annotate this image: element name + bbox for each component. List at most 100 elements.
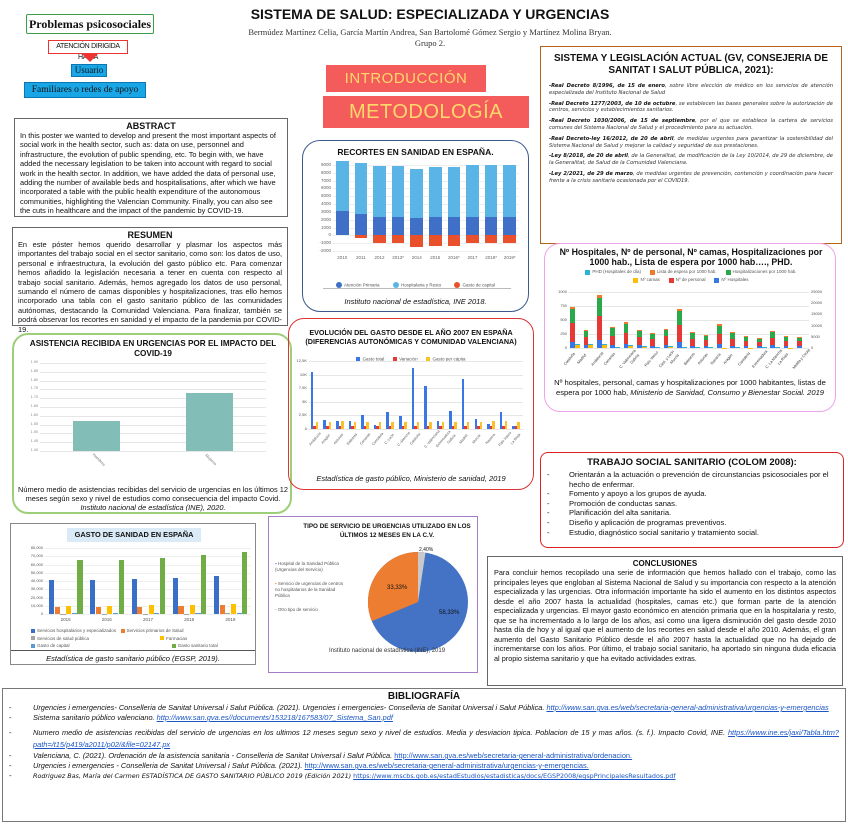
chart-bar <box>775 346 780 348</box>
pie-label: 58,33% <box>439 610 460 616</box>
chart-bar <box>730 338 736 346</box>
hospitals-legend: PHD (Hospitales de día) Lista de espera … <box>555 268 827 284</box>
chart-bar <box>361 414 364 429</box>
y-tick: 10,000 <box>30 602 43 608</box>
y-tick: 6000 <box>320 185 331 191</box>
covid-caption: Número medio de asistencias recibidas de… <box>18 485 288 512</box>
reference-link[interactable]: http://www.san.gva.es/web/secretaria-gen… <box>394 751 633 760</box>
chart-bar <box>677 311 682 325</box>
chart-bar <box>743 346 749 348</box>
chart-bar <box>428 167 442 218</box>
chart-bar <box>663 329 669 337</box>
gridline <box>333 164 519 166</box>
x-tick: Baleares <box>683 351 697 367</box>
x-tick: Navarra <box>709 352 722 366</box>
chart-bar <box>95 606 102 614</box>
resumen-box: RESUMEN En este póster hemos querido des… <box>12 227 288 334</box>
chart-bar <box>623 344 629 348</box>
chart-bar <box>610 327 616 329</box>
chart-bar <box>703 335 709 340</box>
reference-link[interactable]: https://www.ine.es/jaxi/Tabla.htm?path=/… <box>33 728 839 749</box>
chart-bar <box>386 411 389 429</box>
chart-bar <box>477 426 480 429</box>
chart-bar <box>172 577 178 614</box>
chart-bar <box>783 340 789 347</box>
legislation-item: -Real Decreto 1030/2006, de 15 de septie… <box>549 118 833 131</box>
chart-bar <box>71 612 77 614</box>
gridline <box>569 348 809 349</box>
legislation-box: SISTEMA Y LEGISLACIÓN ACTUAL (GV, CONSEJ… <box>540 46 842 244</box>
list-item: - Planificación del alta sanitaria. <box>547 508 672 518</box>
chart-bar <box>597 295 602 298</box>
list-item: - Orientarán a la actuación o prevención … <box>547 470 829 489</box>
chart-bar <box>107 605 113 614</box>
chart-bar <box>717 325 722 334</box>
chart-bar <box>242 552 248 614</box>
x-tick: 2017 <box>142 617 153 622</box>
bibliography-item: - Urgencies i emergencies- Conselleria de… <box>9 703 829 712</box>
chart-bar <box>154 612 160 614</box>
chart-bar <box>410 235 424 248</box>
chart-bar <box>484 235 498 244</box>
chart-bar <box>219 604 225 614</box>
chart-bar <box>185 392 234 451</box>
chart-bar <box>610 335 616 345</box>
y-tick: 1.85 <box>30 368 38 373</box>
list-item: - Fomento y apoyo a los grupos de ayuda. <box>547 489 707 499</box>
resumen-title: RESUMEN <box>127 230 173 240</box>
chart-bar <box>230 604 237 614</box>
gridline <box>333 172 519 174</box>
chart-bar <box>637 329 642 331</box>
chart-bar <box>583 330 589 337</box>
reference-link[interactable]: http://www.san.gva.es/web/secretaria-gen… <box>304 761 589 770</box>
chart-bar <box>436 421 440 429</box>
pie-chart-card: TIPO DE SERVICIO DE URGENCIAS UTILIZADO … <box>268 516 478 673</box>
x-tick: Asturias <box>696 352 709 366</box>
x-tick: Cantabria <box>371 431 385 447</box>
y-tick: 1.70 <box>30 395 38 400</box>
y-tick: 40,000 <box>30 578 43 583</box>
chart-bar <box>502 426 505 429</box>
gridline <box>569 320 809 321</box>
chart-bar <box>717 344 722 348</box>
chart-bar <box>479 421 483 429</box>
pie-legend: ▪ Hospital de la Sanidad Pública (Urgenc… <box>275 561 344 612</box>
legislation-item: -Ley 2/2021, de 29 de marzo, de medidas … <box>549 170 834 184</box>
evolution-plot: 12,5K 10K 7,5K 5K 2,5K 0 Andalucía Aragón Asturi… <box>295 358 527 449</box>
chart-bar <box>730 333 736 339</box>
problems-banner: Problemas psicosociales <box>26 14 154 34</box>
chart-bar <box>424 386 427 429</box>
chart-bar <box>730 332 736 334</box>
reference-link[interactable]: http://www.san.gva.es//documents/153218/… <box>156 713 393 722</box>
chart-bar <box>757 346 762 348</box>
reference-link[interactable]: https://www.mscbs.gob.es/estadEstudios/e… <box>353 772 676 780</box>
y-tick: 0 <box>40 611 43 616</box>
legend-square-icon <box>725 269 731 275</box>
gridline <box>40 451 266 452</box>
chart-bar <box>466 421 470 429</box>
chart-bar <box>504 420 508 429</box>
x-tick: Aragón <box>722 353 734 365</box>
y-tick: 5K <box>302 398 307 404</box>
reference-link[interactable]: http://www.san.gva.es/web/secretaria-gen… <box>546 703 829 712</box>
chart-bar <box>335 211 349 236</box>
gridline <box>309 374 523 376</box>
chart-bar <box>388 426 392 429</box>
abstract-title: ABSTRACT <box>126 121 176 131</box>
chart-bar <box>650 339 656 346</box>
chart-bar <box>703 334 709 336</box>
bibliography-item: - Urgencies i emergencies - Conselleria d… <box>9 761 589 770</box>
y-tick: 1.40 <box>30 448 38 452</box>
gridline <box>333 204 519 206</box>
chart-bar <box>336 421 339 429</box>
pie-chart-title: TIPO DE SERVICIO DE URGENCIAS UTILIZADO … <box>303 523 471 539</box>
chart-bar <box>637 345 642 348</box>
chart-bar <box>401 426 405 429</box>
chart-bar <box>761 347 767 348</box>
bibliography-item: - Sistema sanitario público valenciano. h… <box>9 713 393 722</box>
chart-bar <box>451 426 455 429</box>
x-tick: 2011 <box>356 255 366 260</box>
group-label: Grupo 2. <box>414 38 446 48</box>
chart-bar <box>447 235 461 246</box>
chart-bar <box>610 344 616 348</box>
